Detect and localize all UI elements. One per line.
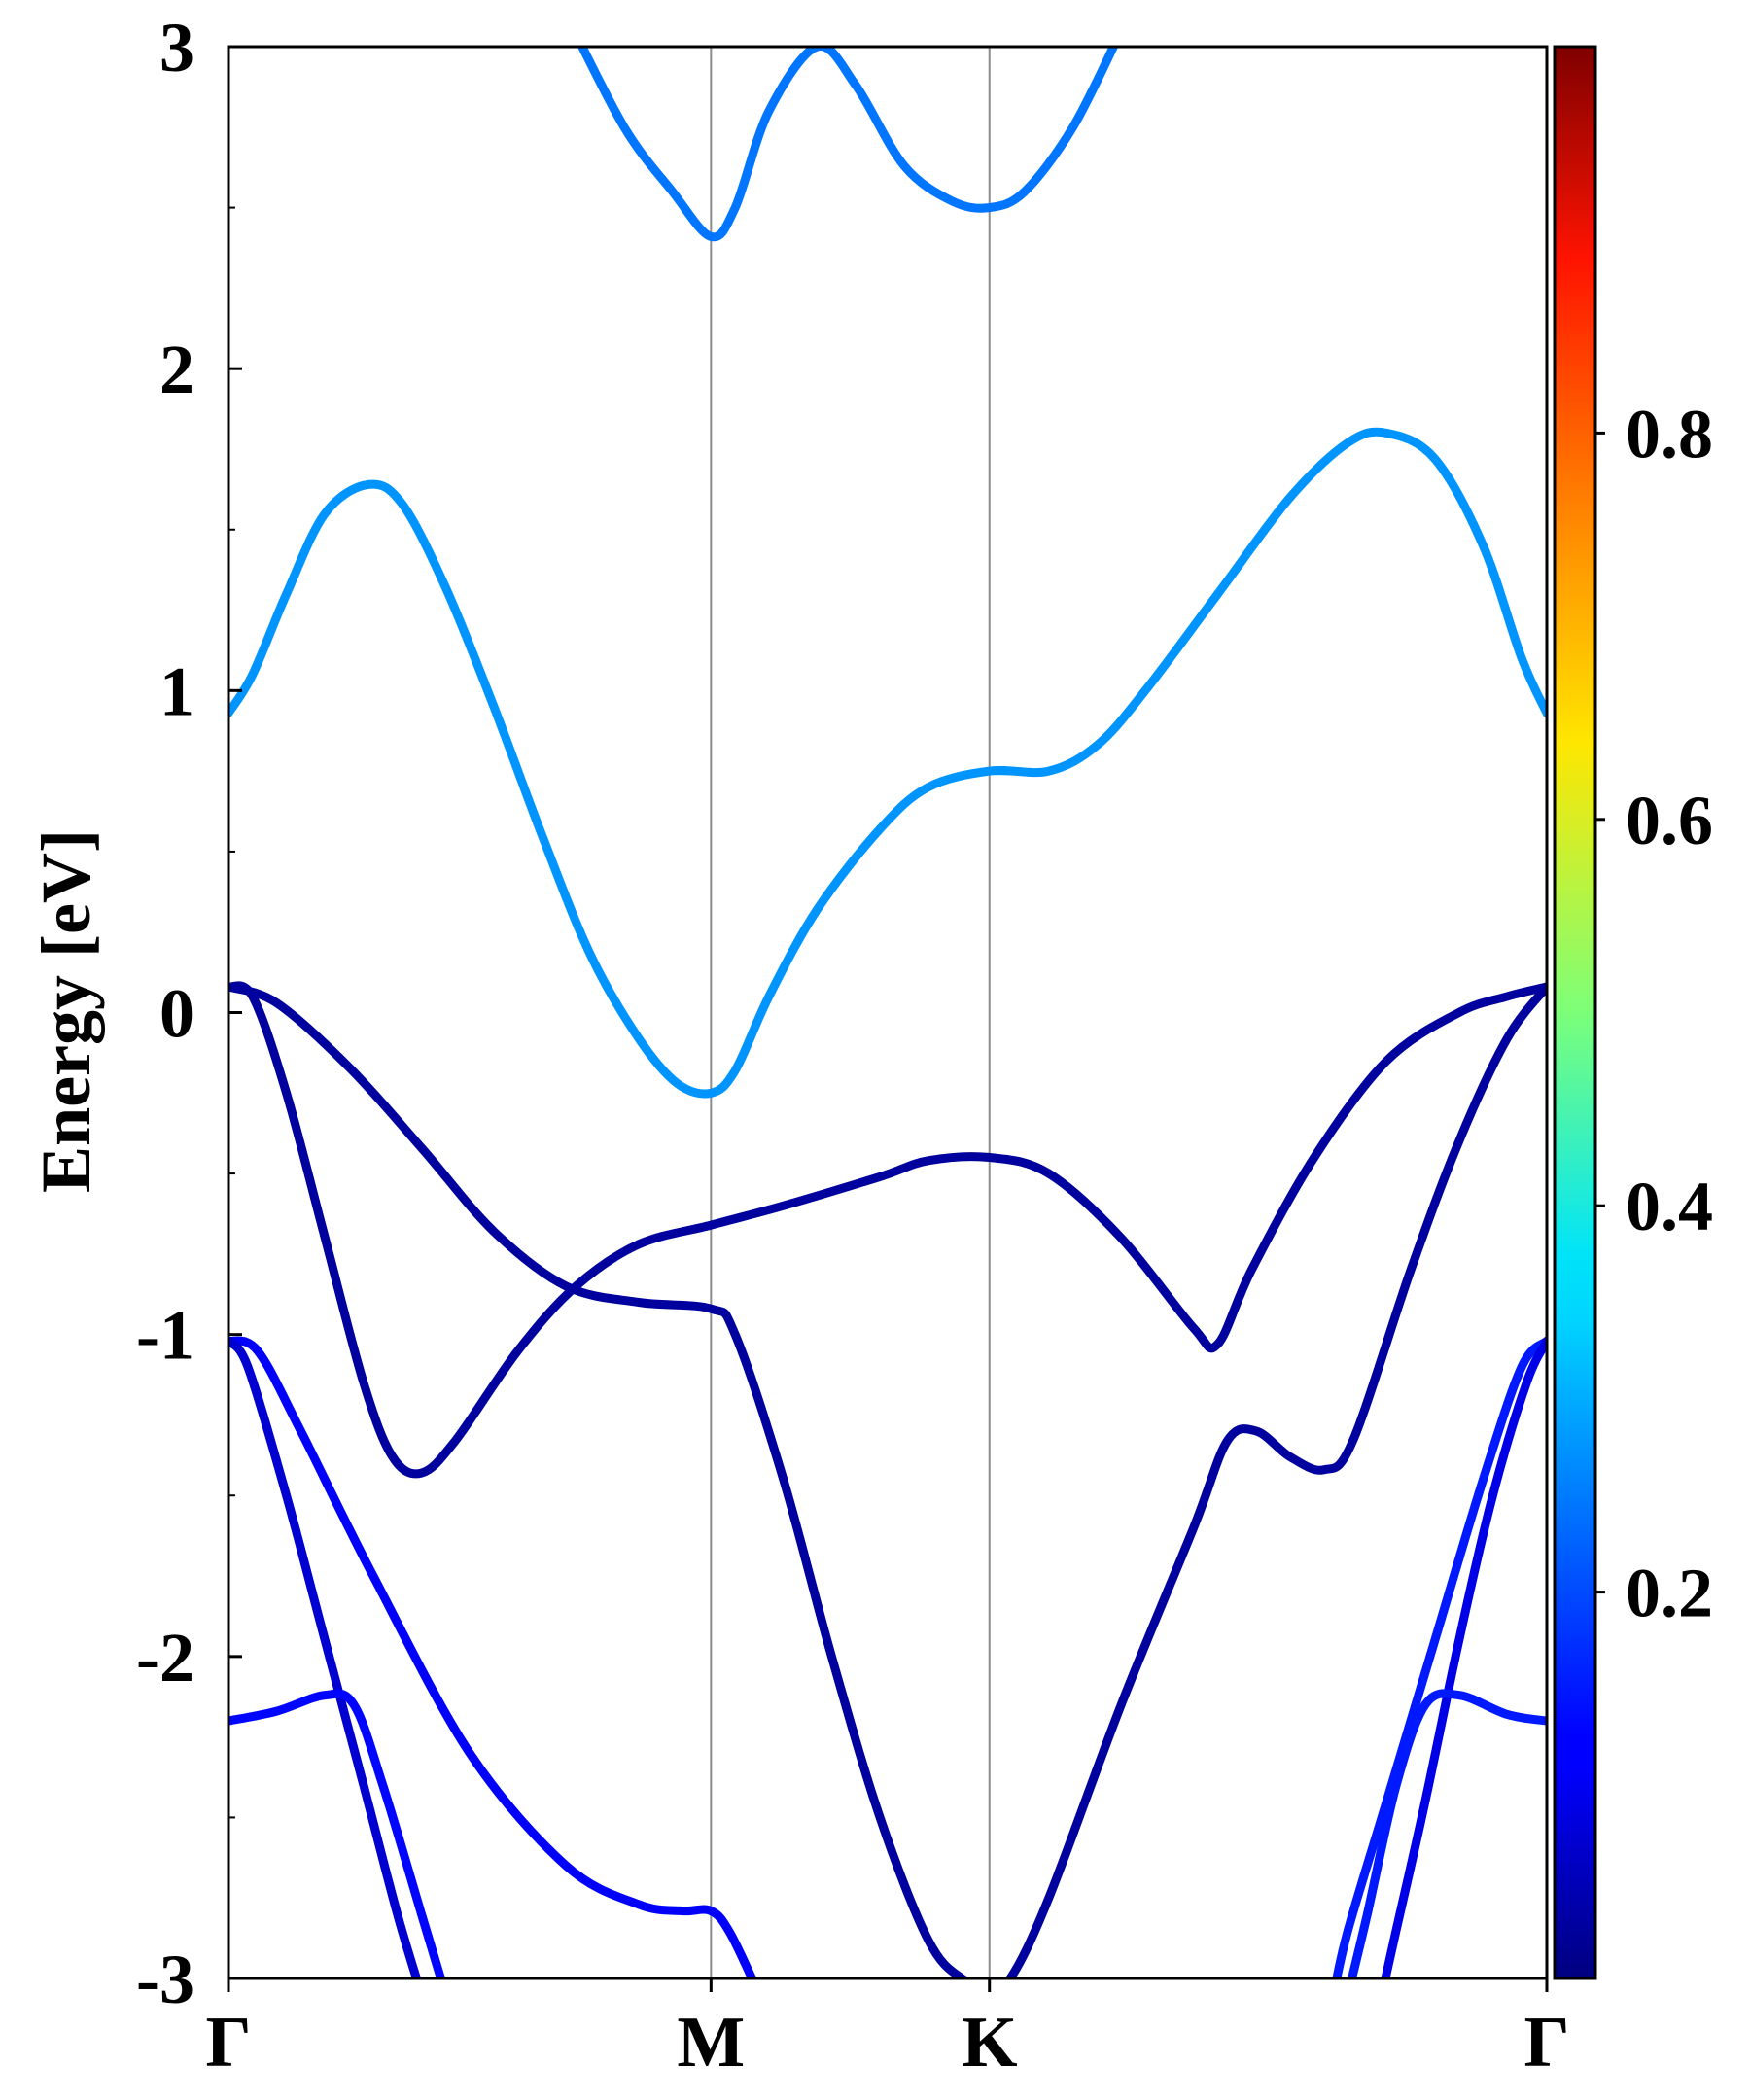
band-line-7	[228, 1689, 446, 1978]
band-line-9	[1381, 1336, 1547, 1978]
band-line-6	[228, 1336, 422, 1978]
band-line-2	[228, 427, 1547, 1099]
band-line-10	[1347, 1689, 1547, 1978]
colorbar-gradient	[1553, 45, 1597, 1980]
x-tick-label: K	[962, 2003, 1018, 2082]
y-tick-label: -3	[136, 1941, 194, 2018]
y-tick-label: 0	[159, 975, 194, 1053]
band-line-3	[228, 981, 1547, 1479]
colorbar-ticks: 0.2 0.4 0.6 0.8	[1595, 395, 1713, 1632]
colorbar-tick-label: 0.2	[1626, 1555, 1713, 1632]
band-lines	[228, 47, 1547, 1978]
colorbar-tick-label: 0.6	[1626, 782, 1713, 859]
band-line-8	[1332, 1336, 1547, 1978]
y-axis-ticks: 3 2 1 0 -1 -2 -3	[136, 9, 242, 2018]
y-tick-label: 1	[159, 652, 194, 730]
x-tick-label: Γ	[205, 2003, 251, 2082]
x-tick-label: Γ	[1523, 2003, 1569, 2082]
band-line-4	[228, 982, 1547, 1978]
x-tick-label: M	[677, 2003, 745, 2082]
y-tick-label: 2	[159, 331, 194, 408]
y-tick-label: -2	[136, 1619, 194, 1697]
band-line-5	[228, 1336, 757, 1978]
plot-area	[228, 47, 1547, 1978]
y-axis-title: Energy [eV]	[27, 829, 105, 1193]
high-symmetry-lines	[710, 47, 991, 1978]
y-tick-label: -1	[136, 1297, 194, 1375]
colorbar-tick-label: 0.8	[1626, 395, 1713, 472]
colorbar: 0.2 0.4 0.6 0.8	[1553, 45, 1713, 1980]
colorbar-tick-label: 0.4	[1626, 1168, 1713, 1245]
y-tick-label: 3	[159, 9, 194, 87]
band-line-1	[577, 47, 1119, 242]
